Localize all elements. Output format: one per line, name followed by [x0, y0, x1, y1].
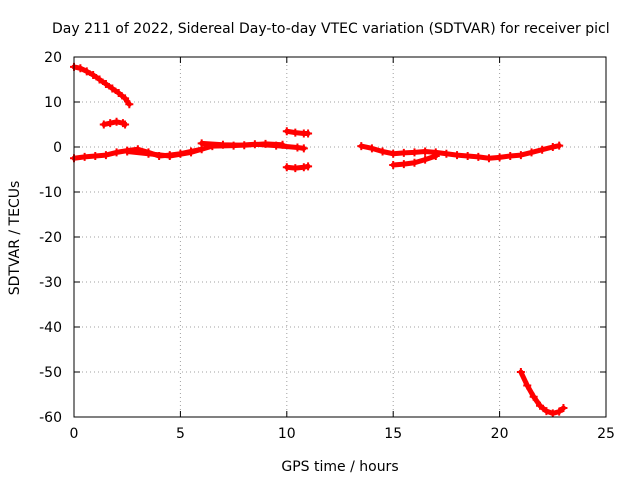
data-point: [542, 407, 551, 416]
data-point: [529, 392, 538, 401]
x-tick-label: 0: [70, 426, 79, 442]
data-point: [484, 154, 493, 163]
data-point: [555, 407, 564, 416]
data-point: [125, 100, 134, 109]
data-point: [197, 139, 206, 148]
data-point: [304, 129, 313, 138]
data-point: [555, 141, 564, 150]
y-tick-label: -20: [39, 230, 62, 246]
data-point: [114, 89, 123, 97]
data-point: [527, 148, 536, 157]
y-tick-label: -60: [39, 410, 62, 426]
data-point: [165, 152, 174, 160]
data-point: [101, 80, 110, 88]
data-point: [410, 158, 419, 167]
data-layer: [70, 62, 568, 418]
data-point: [261, 139, 270, 148]
data-point: [187, 148, 196, 157]
data-point: [282, 127, 291, 136]
data-point: [112, 117, 121, 126]
series-arc-hour10-lower: [282, 162, 313, 173]
data-point: [389, 149, 398, 158]
series-arc-hour10-upper: [282, 127, 313, 138]
series-arc-small-bump: [99, 117, 130, 129]
series-arc-high-descending: [70, 62, 134, 109]
data-point: [80, 152, 89, 161]
data-point: [218, 140, 227, 149]
x-axis-label: GPS time / hours: [281, 459, 398, 475]
data-point: [442, 149, 451, 158]
data-point: [299, 144, 308, 153]
data-point: [144, 149, 153, 158]
data-point: [495, 153, 504, 162]
x-tick-label: 10: [278, 426, 296, 442]
data-point: [538, 145, 547, 154]
series-arc-upper-short: [197, 139, 287, 150]
data-point: [421, 147, 430, 156]
data-point: [506, 152, 515, 160]
data-point: [548, 409, 557, 418]
data-point: [453, 151, 462, 160]
data-point: [548, 143, 557, 151]
data-point: [108, 84, 117, 93]
series-trace: [518, 369, 566, 416]
data-point: [367, 144, 376, 153]
data-point: [410, 148, 419, 157]
chart-title: Day 211 of 2022, Sidereal Day-to-day VTE…: [52, 21, 610, 37]
data-point: [89, 71, 98, 79]
x-tick-label: 20: [491, 426, 509, 442]
data-point: [95, 75, 104, 84]
series-trace: [71, 64, 132, 107]
data-point: [536, 401, 545, 410]
data-point: [559, 404, 568, 412]
series-arc-deep-negative: [516, 368, 568, 418]
x-tick-label: 5: [176, 426, 185, 442]
y-tick-label: 10: [44, 95, 62, 111]
data-point: [431, 152, 440, 160]
data-point: [357, 142, 366, 151]
data-point: [516, 368, 525, 376]
data-point: [240, 141, 249, 150]
data-point: [282, 163, 291, 172]
series-arc-afternoon-lower: [389, 152, 440, 169]
y-tick-label: -30: [39, 275, 62, 291]
data-point: [99, 120, 108, 129]
data-point: [121, 120, 130, 129]
data-point: [304, 162, 313, 171]
series-arc-afternoon: [357, 141, 564, 163]
data-point: [523, 381, 532, 390]
data-point: [516, 151, 525, 160]
data-point: [106, 119, 115, 128]
data-point: [101, 151, 110, 160]
data-point: [389, 161, 398, 169]
x-tick-label: 15: [384, 426, 402, 442]
data-point: [91, 152, 100, 160]
data-point: [421, 155, 430, 164]
y-tick-label: -50: [39, 365, 62, 381]
data-point: [378, 147, 387, 156]
data-point: [291, 128, 300, 137]
data-point: [76, 64, 85, 73]
grid: [74, 57, 606, 417]
data-point: [291, 164, 300, 173]
y-tick-label: -10: [39, 185, 62, 201]
data-point: [399, 148, 408, 157]
x-tick-label: 25: [597, 426, 615, 442]
y-tick-label: 0: [53, 140, 62, 156]
data-point: [474, 152, 483, 161]
data-point: [123, 147, 132, 156]
y-axis-label: SDTVAR / TECUs: [7, 181, 23, 296]
data-point: [399, 160, 408, 169]
ticks: 0 5 10 15 20 25 -60 -50 -40 -30 -20 -10 0 10 20: [39, 50, 615, 442]
y-tick-label: -40: [39, 320, 62, 336]
data-point: [121, 94, 130, 103]
data-point: [112, 148, 121, 157]
data-point: [278, 140, 287, 149]
y-tick-label: 20: [44, 50, 62, 66]
data-point: [463, 152, 472, 160]
data-point: [82, 67, 91, 76]
